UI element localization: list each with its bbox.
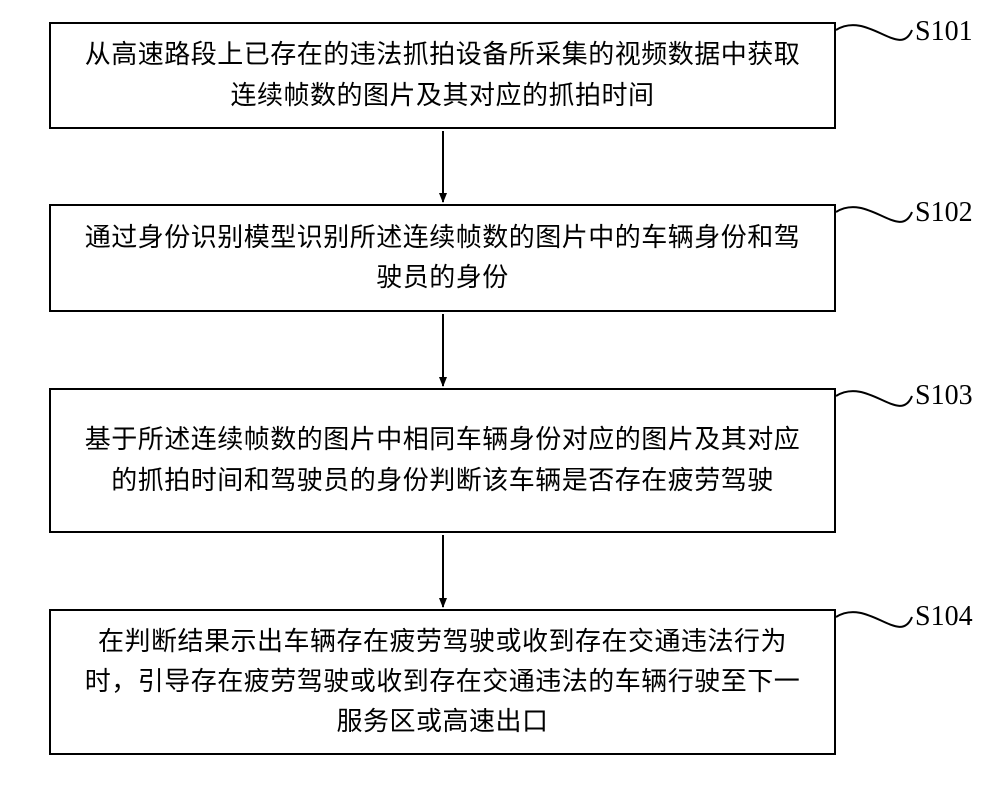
step-label-s101: S101 <box>915 16 973 48</box>
label-connector-s104 <box>836 612 912 627</box>
flow-node-s103: 基于所述连续帧数的图片中相同车辆身份对应的图片及其对应的抓拍时间和驾驶员的身份判… <box>49 388 836 533</box>
label-connector-s103 <box>836 391 912 406</box>
flow-node-text: 基于所述连续帧数的图片中相同车辆身份对应的图片及其对应的抓拍时间和驾驶员的身份判… <box>75 420 810 501</box>
flow-node-s104: 在判断结果示出车辆存在疲劳驾驶或收到存在交通违法行为时，引导存在疲劳驾驶或收到存… <box>49 609 836 755</box>
flow-node-text: 从高速路段上已存在的违法抓拍设备所采集的视频数据中获取连续帧数的图片及其对应的抓… <box>75 35 810 116</box>
flowchart-canvas: 从高速路段上已存在的违法抓拍设备所采集的视频数据中获取连续帧数的图片及其对应的抓… <box>0 0 1000 793</box>
flow-node-text: 在判断结果示出车辆存在疲劳驾驶或收到存在交通违法行为时，引导存在疲劳驾驶或收到存… <box>75 622 810 743</box>
flow-node-text: 通过身份识别模型识别所述连续帧数的图片中的车辆身份和驾驶员的身份 <box>75 218 810 299</box>
step-label-s104: S104 <box>915 601 973 633</box>
flow-node-s102: 通过身份识别模型识别所述连续帧数的图片中的车辆身份和驾驶员的身份 <box>49 204 836 312</box>
label-connector-s101 <box>836 25 912 40</box>
step-label-s102: S102 <box>915 197 973 229</box>
flow-node-s101: 从高速路段上已存在的违法抓拍设备所采集的视频数据中获取连续帧数的图片及其对应的抓… <box>49 22 836 129</box>
label-connector-s102 <box>836 207 912 222</box>
step-label-s103: S103 <box>915 380 973 412</box>
